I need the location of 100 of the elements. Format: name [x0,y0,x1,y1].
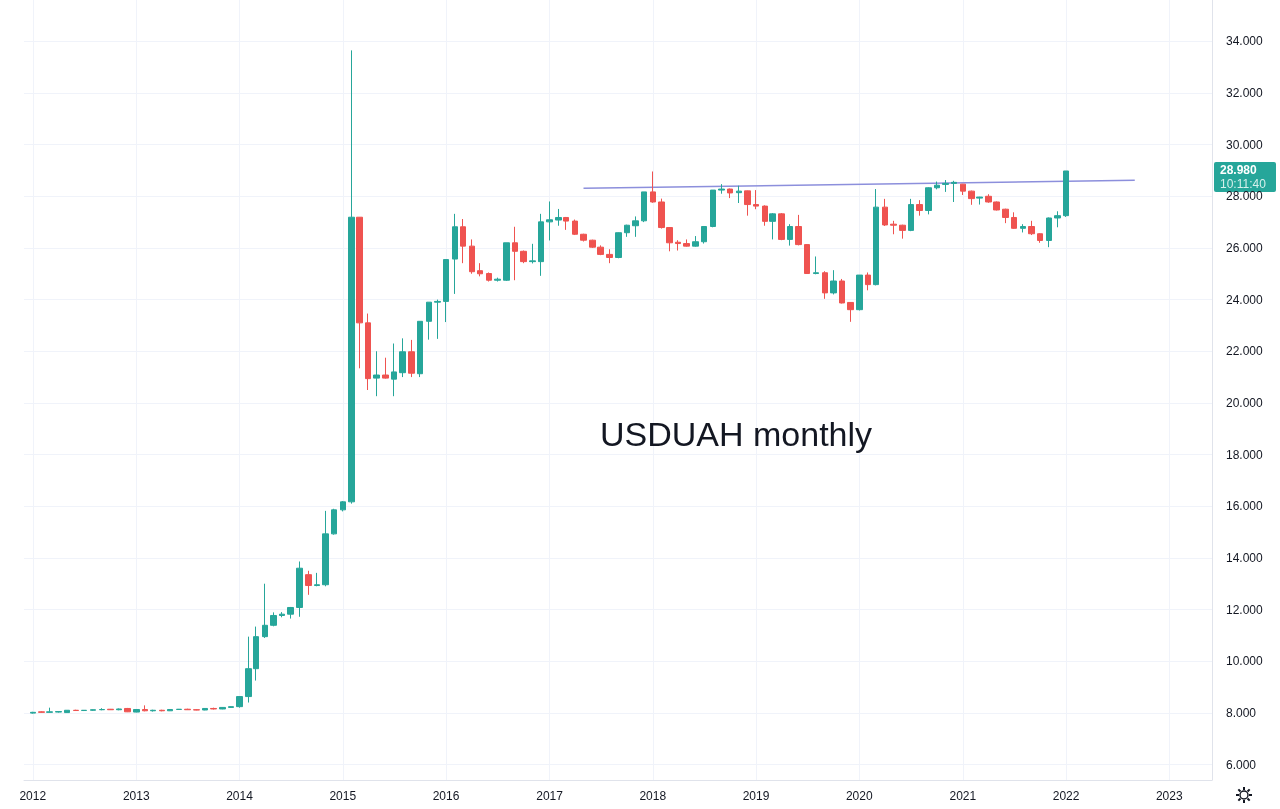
candlestick [399,337,406,378]
candlestick [744,190,751,217]
candlestick [856,274,863,311]
candlestick [512,226,518,281]
text: 28.980 [1220,162,1258,177]
candlestick [778,212,785,241]
candlestick [64,709,70,714]
candlestick [830,269,837,295]
y-tick-label: 26.000 [1226,240,1264,255]
candlestick [314,572,320,587]
y-tick-label: 22.000 [1226,344,1264,359]
candlestick [228,705,234,709]
candlestick [426,301,432,341]
candlestick [908,198,914,232]
candlestick [46,707,53,714]
candlestick [718,183,725,195]
candlestick [787,223,793,247]
candlestick [1020,223,1026,233]
x-tick-label: 2022 [1052,789,1080,803]
candlestick [202,707,208,711]
candlestick [167,708,173,712]
candlestick [606,248,613,264]
y-tick-label: 12.000 [1226,602,1264,617]
candlestick [219,706,226,710]
candlestick [710,189,716,228]
x-tick-label: 2021 [949,789,977,803]
candlestick [960,183,966,196]
candlestick [373,350,380,397]
candlestick [538,213,544,277]
x-tick-label: 2020 [845,789,873,803]
y-tick-label: 30.000 [1226,137,1264,152]
candlestick [460,218,466,264]
candlestick [701,225,707,245]
candlestick [356,216,363,369]
candlestick [572,219,578,236]
candlestick [262,583,268,639]
x-tick-label: 2015 [329,789,357,803]
candlestick [882,198,888,227]
candlestick [1054,210,1061,228]
candlestick [813,255,819,275]
y-tick-label: 18.000 [1226,447,1264,462]
candlestick [417,320,423,378]
candlestick [865,271,871,291]
candlestick [434,299,441,340]
x-tick-label: 2018 [639,789,667,803]
candlestick [365,313,371,391]
candlestick [30,711,36,715]
candlestick [99,707,105,711]
candlestick [727,188,733,199]
candlestick [925,186,932,215]
candlestick [193,708,200,711]
candlestick [650,171,656,204]
x-tick-label: 2013 [122,789,150,803]
candlestick [555,208,562,227]
candlestick [296,561,303,618]
candlestick [38,710,45,714]
candlestick [55,711,62,714]
candlestick [529,243,536,264]
candlestick [305,570,312,596]
candlestick [822,270,828,300]
candlestick [1046,216,1052,248]
candlestick [116,707,122,711]
candlestick [839,278,845,304]
candlestick [753,189,759,210]
candlestick [675,239,681,252]
candlestick [934,181,940,190]
candlestick [503,242,510,282]
candlestick [270,611,277,627]
y-tick-label: 8.000 [1226,705,1257,720]
candlestick [452,213,458,295]
candlestick [331,508,337,536]
candlestick [469,238,475,275]
candlestick [847,301,854,323]
y-tick-label: 24.000 [1226,292,1264,307]
candlestick [976,196,983,206]
candlestick [632,215,639,238]
candlestick [641,191,647,223]
candlestick [1011,211,1017,230]
candlestick [279,611,285,618]
candlestick [1063,170,1069,218]
candlestick [769,212,776,240]
candlestick [890,220,897,235]
candlestick [692,235,699,248]
x-tick-label: 2023 [1155,789,1183,803]
candlestick [477,262,483,277]
candlestick [520,250,527,264]
text: USDUAH monthly [600,415,873,453]
x-tick-label: 2017 [536,789,564,803]
candlestick [142,704,148,712]
candlestick [494,277,501,283]
candlestick [210,707,217,710]
candlestick [736,185,742,204]
y-tick-label: 14.000 [1226,550,1264,565]
x-tick-label: 2014 [226,789,254,803]
candlestick [443,259,449,323]
candlestick [348,49,355,505]
candlestick [287,606,294,620]
text: 10:11:40 [1220,176,1267,191]
candlestick [968,190,975,206]
candlestick [683,238,690,248]
